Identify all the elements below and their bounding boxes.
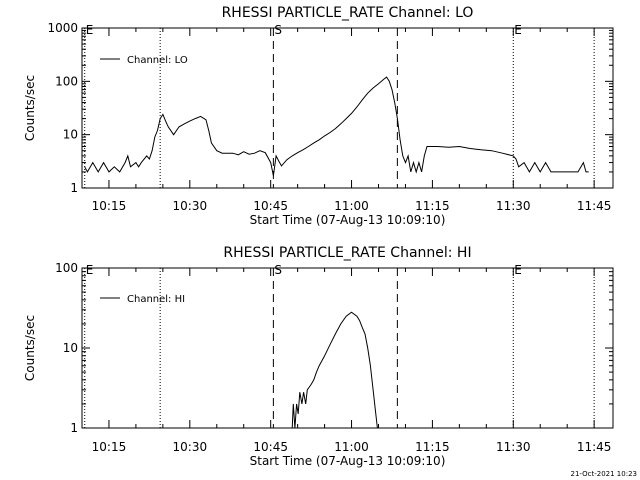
x-tick-label: 10:15 (92, 199, 127, 213)
footer-date: 21-Oct-2021 10:23 (571, 470, 637, 478)
panel-lo: RHESSI PARTICLE_RATE Channel: LO 1 10 100 10… (23, 5, 614, 227)
x-tick-label: 10:30 (173, 199, 208, 213)
y-axis-label: Counts/sec (23, 75, 37, 141)
x-tick-label: 10:45 (253, 440, 288, 454)
y-tick-label: 100 (55, 74, 78, 88)
series-line (84, 76, 589, 176)
marker-label: E (514, 23, 522, 37)
plot-frame (81, 267, 614, 429)
x-tick-label: 10:15 (92, 440, 127, 454)
x-tick-label: 10:30 (173, 440, 208, 454)
x-tick-label: 11:45 (577, 199, 612, 213)
marker-label: S (274, 263, 282, 277)
chart-title: RHESSI PARTICLE_RATE Channel: HI (223, 245, 471, 261)
panel-hi: RHESSI PARTICLE_RATE Channel: HI 1 10 100 10… (23, 245, 614, 468)
x-tick-label: 11:15 (415, 199, 450, 213)
y-tick-label: 1 (70, 421, 78, 435)
x-tick-label: 11:45 (577, 440, 612, 454)
chart-title: RHESSI PARTICLE_RATE Channel: LO (222, 5, 474, 21)
marker-label: E (86, 263, 94, 277)
series-line (291, 311, 378, 429)
y-tick-label: 1000 (47, 21, 78, 35)
y-axis-label: Counts/sec (23, 315, 37, 381)
plot-frame (81, 27, 614, 189)
x-tick-label: 11:00 (334, 199, 369, 213)
marker-label: E (86, 23, 94, 37)
y-tick-label: 10 (63, 341, 78, 355)
x-axis-label: Start Time (07-Aug-13 10:09:10) (250, 213, 446, 227)
x-tick-label: 11:30 (496, 199, 531, 213)
legend-label: Channel: HI (127, 294, 185, 305)
x-tick-label: 10:45 (253, 199, 288, 213)
x-axis-label: Start Time (07-Aug-13 10:09:10) (250, 454, 446, 468)
y-tick-label: 10 (63, 128, 78, 142)
marker-label: S (274, 23, 282, 37)
x-tick-label: 11:15 (415, 440, 450, 454)
y-tick-label: 1 (70, 181, 78, 195)
x-tick-label: 11:30 (496, 440, 531, 454)
legend-label: Channel: LO (127, 55, 188, 66)
marker-label: E (514, 263, 522, 277)
x-tick-label: 11:00 (334, 440, 369, 454)
y-tick-label: 100 (55, 261, 78, 275)
